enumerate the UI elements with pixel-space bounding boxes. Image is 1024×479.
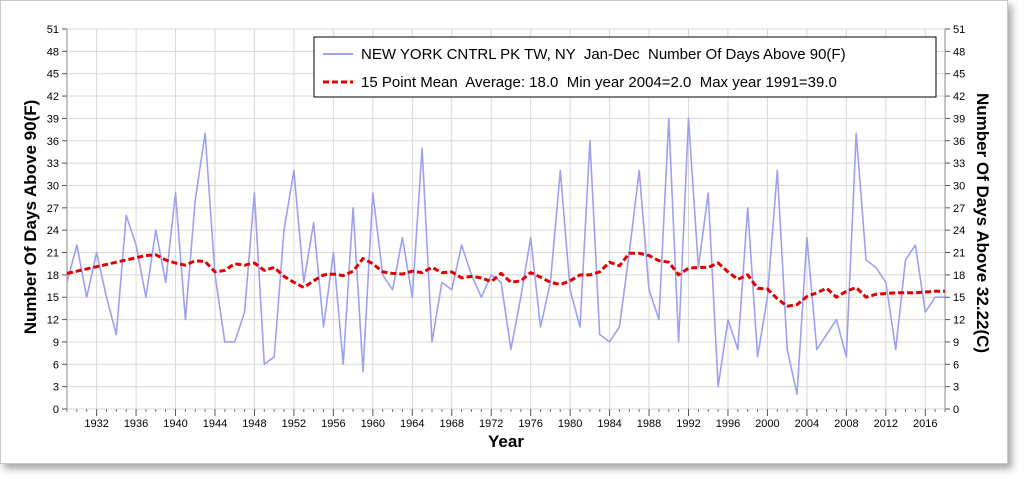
legend: NEW YORK CNTRL PK TW, NY Jan-Dec Number … bbox=[313, 36, 937, 98]
x-tick-label: 1956 bbox=[321, 418, 345, 430]
y-tick-label-left: 21 bbox=[47, 248, 59, 260]
x-axis: 1932 1936 1940 1944 1948 1952 1956 1960 1964 1968… bbox=[66, 409, 946, 430]
y-tick-label-left: 6 bbox=[53, 359, 59, 371]
y-axis-title-left: Number Of Days Above 90(F) bbox=[21, 100, 40, 335]
x-tick-label: 1976 bbox=[518, 418, 542, 430]
legend-label-observed: NEW YORK CNTRL PK TW, NY Jan-Dec Number … bbox=[361, 46, 846, 63]
x-tick-label: 1984 bbox=[597, 418, 621, 430]
y-tick-label-right: 30 bbox=[953, 180, 965, 192]
x-tick-label: 1952 bbox=[282, 418, 306, 430]
y-tick-label-left: 33 bbox=[47, 158, 59, 170]
y-tick-label-right: 36 bbox=[953, 136, 965, 148]
x-tick-label: 1972 bbox=[479, 418, 503, 430]
y-tick-label-left: 18 bbox=[47, 270, 59, 282]
legend-label-mean: 15 Point Mean Average: 18.0 Min year 200… bbox=[361, 74, 837, 91]
y-tick-label-right: 39 bbox=[953, 113, 965, 125]
legend-box bbox=[313, 36, 937, 98]
x-tick-label: 2000 bbox=[755, 418, 779, 430]
grid bbox=[67, 28, 945, 410]
x-tick-label: 2004 bbox=[795, 418, 819, 430]
y-tick-label-right: 6 bbox=[953, 359, 959, 371]
series-layer bbox=[66, 117, 945, 395]
x-tick-label: 1948 bbox=[242, 418, 266, 430]
x-axis-title: Year bbox=[488, 432, 524, 451]
x-tick-label: 2012 bbox=[874, 418, 898, 430]
y-tick-label-left: 39 bbox=[47, 113, 59, 125]
y-tick-label-left: 15 bbox=[47, 292, 59, 304]
y-tick-label-right: 0 bbox=[953, 404, 959, 416]
x-tick-label: 1932 bbox=[84, 418, 108, 430]
y-tick-label-right: 51 bbox=[953, 24, 965, 36]
y-tick-label-right: 21 bbox=[953, 248, 965, 260]
y-tick-label-left: 45 bbox=[47, 69, 59, 81]
y-tick-label-left: 9 bbox=[53, 337, 59, 349]
y-tick-label-right: 45 bbox=[953, 69, 965, 81]
y-axis-title-right: Number Of Days Above 32.22(C) bbox=[973, 93, 992, 353]
x-tick-label: 1980 bbox=[558, 418, 582, 430]
y-tick-label-left: 30 bbox=[47, 180, 59, 192]
y-tick-label-right: 3 bbox=[953, 382, 959, 394]
series-line-15pt-mean bbox=[66, 251, 945, 308]
series-line-observed bbox=[66, 117, 945, 395]
y-tick-label-left: 27 bbox=[47, 203, 59, 215]
x-tick-label: 1988 bbox=[637, 418, 661, 430]
y-tick-label-right: 18 bbox=[953, 270, 965, 282]
x-tick-label: 1968 bbox=[439, 418, 463, 430]
x-tick-label: 2008 bbox=[834, 418, 858, 430]
x-tick-label: 1940 bbox=[163, 418, 187, 430]
y-tick-label-right: 27 bbox=[953, 203, 965, 215]
y-tick-label-left: 24 bbox=[47, 225, 59, 237]
y-tick-label-left: 0 bbox=[53, 404, 59, 416]
y-tick-label-right: 9 bbox=[953, 337, 959, 349]
chart-frame: 0 3 6 9 12 15 18 21 24 27 30 33 36 39 42 45 48 51 0 3 6 9 12 1… bbox=[0, 0, 1008, 464]
x-tick-label: 1936 bbox=[124, 418, 148, 430]
x-tick-label: 1996 bbox=[716, 418, 740, 430]
y-tick-label-right: 12 bbox=[953, 315, 965, 327]
y-tick-label-left: 48 bbox=[47, 46, 59, 58]
y-tick-label-left: 12 bbox=[47, 315, 59, 327]
x-tick-label: 2016 bbox=[913, 418, 937, 430]
y-tick-label-right: 33 bbox=[953, 158, 965, 170]
x-tick-label: 1964 bbox=[400, 418, 424, 430]
y-tick-label-left: 42 bbox=[47, 91, 59, 103]
y-tick-label-right: 42 bbox=[953, 91, 965, 103]
x-tick-label: 1944 bbox=[203, 418, 227, 430]
y-tick-label-right: 15 bbox=[953, 292, 965, 304]
y-tick-label-left: 36 bbox=[47, 136, 59, 148]
y-tick-label-left: 3 bbox=[53, 382, 59, 394]
x-tick-label: 1960 bbox=[361, 418, 385, 430]
y-tick-label-left: 51 bbox=[47, 24, 59, 36]
y-tick-label-right: 48 bbox=[953, 46, 965, 58]
y-tick-label-right: 24 bbox=[953, 225, 965, 237]
x-tick-label: 1992 bbox=[676, 418, 700, 430]
